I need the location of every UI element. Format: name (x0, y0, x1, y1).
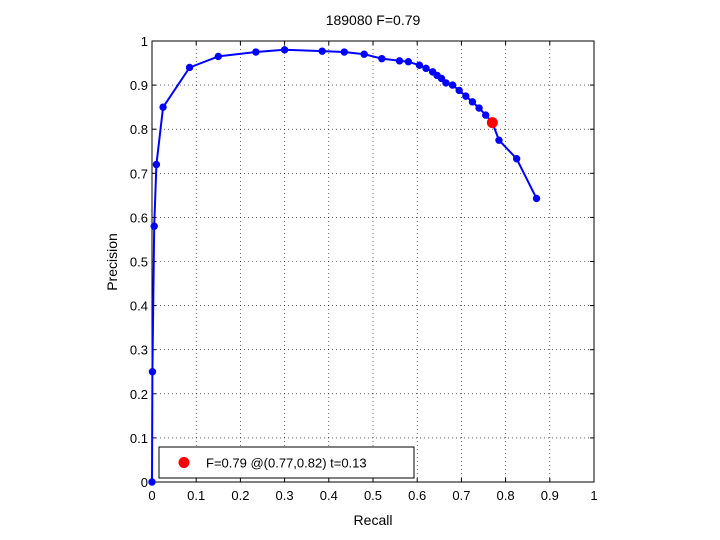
y-tick-label: 0 (141, 475, 148, 490)
series-point (150, 222, 158, 230)
x-tick-label: 0.1 (187, 488, 205, 503)
legend-label: F=0.79 @(0.77,0.82) t=0.13 (206, 456, 367, 471)
x-tick-label: 1 (590, 488, 597, 503)
series-point (437, 74, 446, 83)
y-axis-title: Precision (104, 233, 120, 291)
x-tick-label: 0.8 (497, 488, 515, 503)
x-tick-label: 0.6 (408, 488, 426, 503)
series-point (395, 57, 404, 65)
series-point (482, 111, 490, 119)
x-tick-label: 0.9 (541, 488, 559, 503)
series-point (318, 47, 326, 55)
y-tick-label: 0.9 (130, 78, 148, 93)
series-point (214, 52, 223, 61)
series-point (448, 81, 457, 89)
series-point (455, 86, 463, 95)
x-tick-label: 0 (148, 488, 155, 503)
y-tick-label: 0.8 (130, 122, 148, 137)
x-tick-label: 0.5 (364, 488, 382, 503)
series-point (148, 478, 156, 486)
series-point (512, 155, 521, 163)
series-point (280, 46, 289, 54)
series-point (415, 61, 424, 69)
y-tick-label: 0.3 (130, 343, 148, 358)
series-point (378, 54, 386, 63)
series-point (340, 48, 348, 56)
series-point (159, 103, 167, 111)
series-point (185, 63, 194, 72)
x-tick-label: 0.7 (452, 488, 470, 503)
series-point (404, 58, 413, 66)
y-tick-label: 0.2 (130, 387, 148, 402)
series-point (532, 194, 541, 203)
legend-marker (178, 457, 190, 468)
series-point (360, 50, 368, 58)
series-point (468, 98, 477, 106)
series-point (148, 368, 157, 376)
best-f-point (486, 117, 498, 129)
y-tick-label: 0.4 (130, 299, 148, 314)
chart-title: 189080 F=0.79 (326, 12, 421, 28)
series-point (422, 64, 430, 73)
series-point (475, 104, 483, 112)
x-axis-title: Recall (354, 512, 393, 528)
legend-box (158, 446, 415, 479)
series-point (152, 160, 161, 169)
x-tick-label: 0.3 (276, 488, 294, 503)
y-tick-label: 1 (141, 34, 148, 49)
y-tick-label: 0.7 (130, 166, 148, 181)
plot-area: 0 0.1 0.2 0.3 0.4 0.5 0.6 0.7 0.8 0.9 1 0 0.1 0.2 0.3 0… (130, 34, 598, 503)
series-point (462, 92, 470, 100)
y-tick-label: 0.5 (130, 255, 148, 270)
series-point (495, 136, 503, 144)
series-point (252, 48, 260, 56)
series-point (442, 79, 450, 87)
x-tick-label: 0.4 (320, 488, 338, 503)
y-tick-label: 0.1 (130, 431, 148, 446)
y-tick-label: 0.6 (130, 210, 148, 225)
x-tick-label: 0.2 (231, 488, 249, 503)
